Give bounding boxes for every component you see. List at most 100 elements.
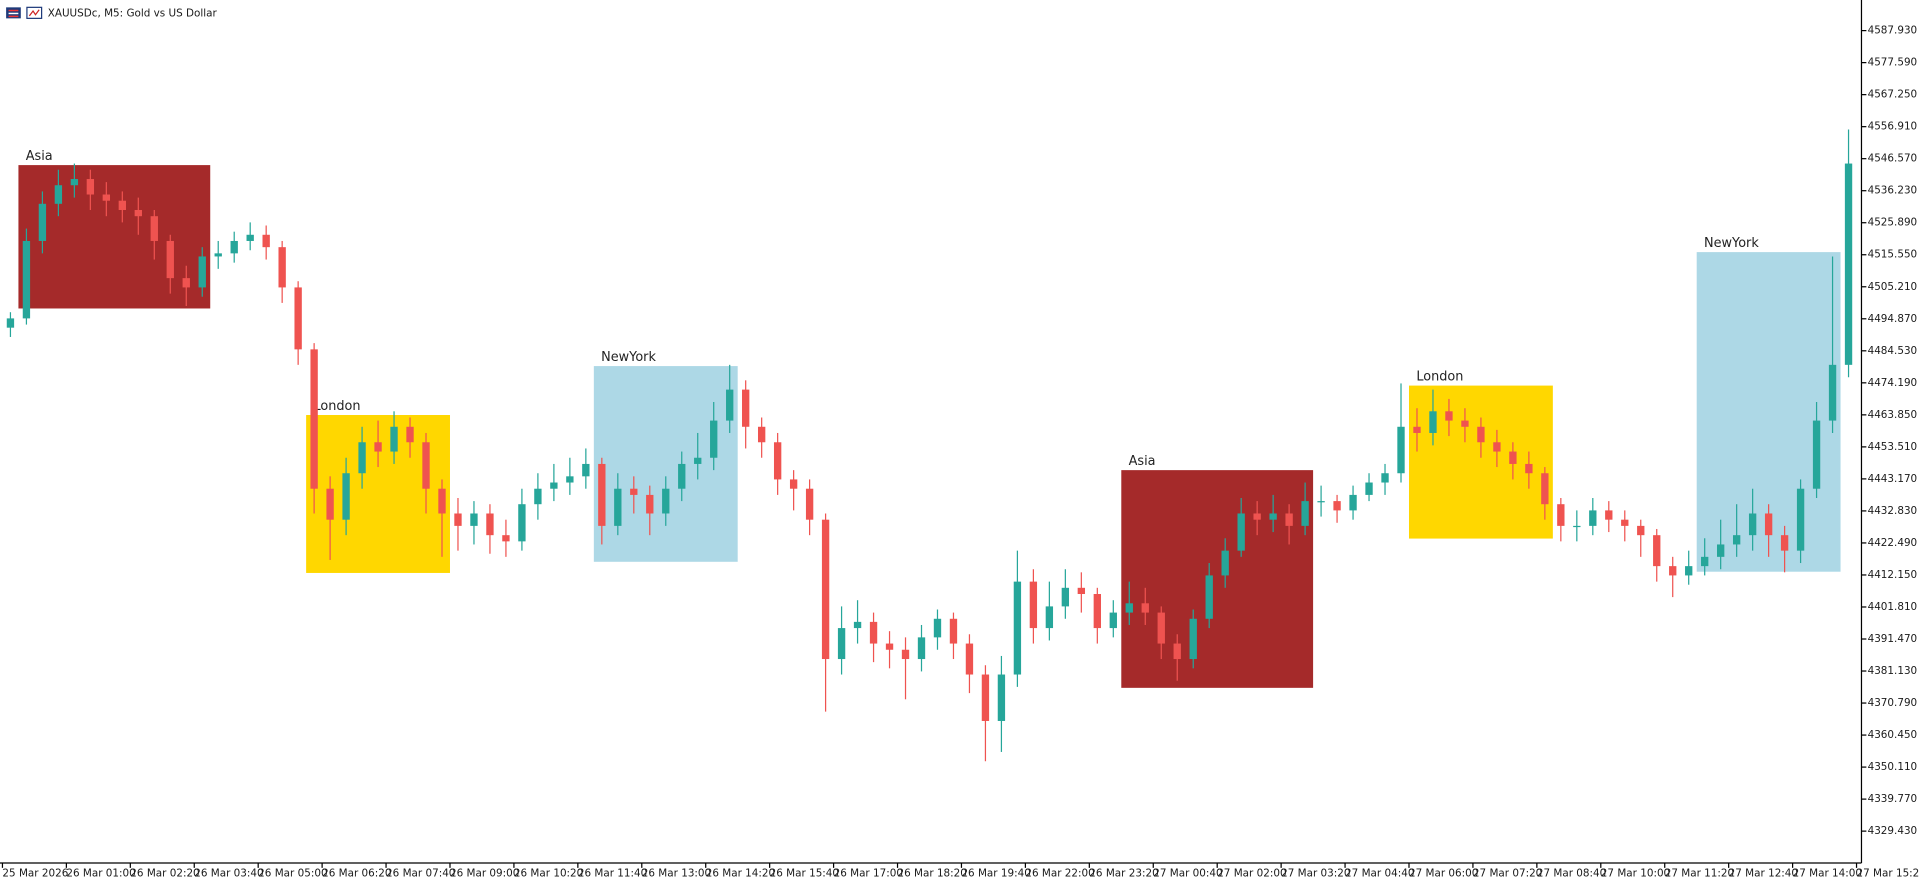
candle-body xyxy=(1381,473,1389,483)
x-tick-label: 25 Mar 2026 xyxy=(2,867,68,879)
candles xyxy=(6,129,1853,762)
candle-body xyxy=(1653,535,1661,567)
candle-body xyxy=(694,457,702,464)
candle-body xyxy=(1669,566,1677,576)
candle-body xyxy=(534,488,542,505)
y-tick-label: 4401.810 xyxy=(1868,601,1918,613)
x-tick-label: 26 Mar 05:00 xyxy=(258,867,327,879)
x-tick-label: 26 Mar 11:40 xyxy=(578,867,647,879)
candle-body xyxy=(1812,420,1821,489)
candle-body xyxy=(118,200,126,210)
candle-body xyxy=(869,621,878,644)
candle-body xyxy=(1285,513,1293,526)
candle-body xyxy=(1029,581,1038,629)
x-tick-label: 26 Mar 13:00 xyxy=(642,867,711,879)
x-tick-label: 26 Mar 02:20 xyxy=(130,867,199,879)
y-tick-label: 4474.190 xyxy=(1868,377,1918,389)
y-tick-label: 4443.170 xyxy=(1868,473,1918,485)
candle-body xyxy=(1221,550,1229,576)
candle-body xyxy=(805,488,814,520)
candle-body xyxy=(997,674,1006,721)
x-tick-label: 27 Mar 11:20 xyxy=(1665,867,1734,879)
candle-body xyxy=(294,287,302,350)
y-tick-label: 4556.910 xyxy=(1868,121,1918,133)
candle-body xyxy=(1637,525,1645,536)
session-label: London xyxy=(1416,370,1463,385)
candle-body xyxy=(885,643,894,650)
y-tick-label: 4505.210 xyxy=(1868,281,1918,293)
x-tick-label: 27 Mar 02:00 xyxy=(1217,867,1286,879)
candle-body xyxy=(1013,581,1022,675)
y-tick-label: 4432.830 xyxy=(1868,505,1918,517)
candle-body xyxy=(1205,575,1213,619)
y-tick-label: 4381.130 xyxy=(1868,665,1918,677)
candle-body xyxy=(630,488,638,495)
candle-body xyxy=(1189,618,1197,660)
y-tick-label: 4577.590 xyxy=(1868,57,1918,69)
candle-body xyxy=(1796,488,1805,551)
candle-body xyxy=(726,389,734,421)
candle-body xyxy=(1732,535,1741,545)
y-tick-label: 4329.430 xyxy=(1868,825,1918,837)
session-label: London xyxy=(313,399,360,414)
candle-body xyxy=(6,318,15,328)
candle-body xyxy=(102,194,111,201)
candle-body xyxy=(550,482,558,489)
x-tick-label: 27 Mar 14:00 xyxy=(1793,867,1862,879)
y-tick-label: 4453.510 xyxy=(1868,441,1918,453)
session-box xyxy=(18,165,211,309)
x-tick-label: 26 Mar 17:00 xyxy=(834,867,903,879)
candle-body xyxy=(1621,519,1629,526)
candle-body xyxy=(821,519,830,660)
candle-body xyxy=(614,488,622,526)
candle-body xyxy=(1093,594,1101,629)
candle-body xyxy=(406,426,414,443)
candle-body xyxy=(310,349,318,489)
session-box xyxy=(593,366,738,562)
x-tick-label: 26 Mar 06:20 xyxy=(322,867,391,879)
candle-body xyxy=(742,389,750,427)
candle-body xyxy=(1589,510,1597,526)
candle-body xyxy=(1461,420,1469,427)
y-tick-label: 4422.490 xyxy=(1868,537,1918,549)
x-tick-label: 27 Mar 15:20 xyxy=(1857,867,1919,879)
candle-body xyxy=(38,203,47,241)
candle-body xyxy=(566,476,574,483)
candle-body xyxy=(678,463,686,489)
x-tick-label: 26 Mar 19:40 xyxy=(961,867,1030,879)
icon-chart-line xyxy=(28,9,40,17)
x-tick-label: 27 Mar 08:40 xyxy=(1537,867,1606,879)
candle-body xyxy=(230,240,238,254)
candle-body xyxy=(342,473,350,520)
candle-body xyxy=(1333,501,1341,511)
x-tick-label: 27 Mar 04:40 xyxy=(1345,867,1414,879)
candle-body xyxy=(1780,535,1789,551)
candle-body xyxy=(486,513,494,536)
x-tick-label: 27 Mar 12:40 xyxy=(1729,867,1798,879)
candle-body xyxy=(70,179,79,186)
candle-body xyxy=(582,463,590,477)
candle-body xyxy=(1828,364,1837,421)
x-tick-label: 27 Mar 10:00 xyxy=(1601,867,1670,879)
x-tick-label: 27 Mar 07:20 xyxy=(1473,867,1542,879)
candle-body xyxy=(278,247,286,288)
y-tick-label: 4484.530 xyxy=(1868,345,1918,357)
y-tick-label: 4360.450 xyxy=(1868,729,1918,741)
x-tick-label: 26 Mar 14:20 xyxy=(706,867,775,879)
session-label: Asia xyxy=(26,149,53,164)
candle-body xyxy=(1301,501,1309,526)
x-tick-label: 26 Mar 01:00 xyxy=(66,867,135,879)
candle-body xyxy=(518,504,526,542)
x-tick-label: 26 Mar 10:20 xyxy=(514,867,583,879)
icon-menu-line xyxy=(8,15,19,18)
candle-body xyxy=(933,618,942,638)
candle-body xyxy=(646,494,654,514)
candle-body xyxy=(1493,442,1501,452)
candle-body xyxy=(1605,510,1613,520)
candle-body xyxy=(965,643,974,675)
session-box xyxy=(1121,470,1314,688)
x-tick-label: 27 Mar 00:40 xyxy=(1153,867,1222,879)
candle-body xyxy=(949,618,958,644)
